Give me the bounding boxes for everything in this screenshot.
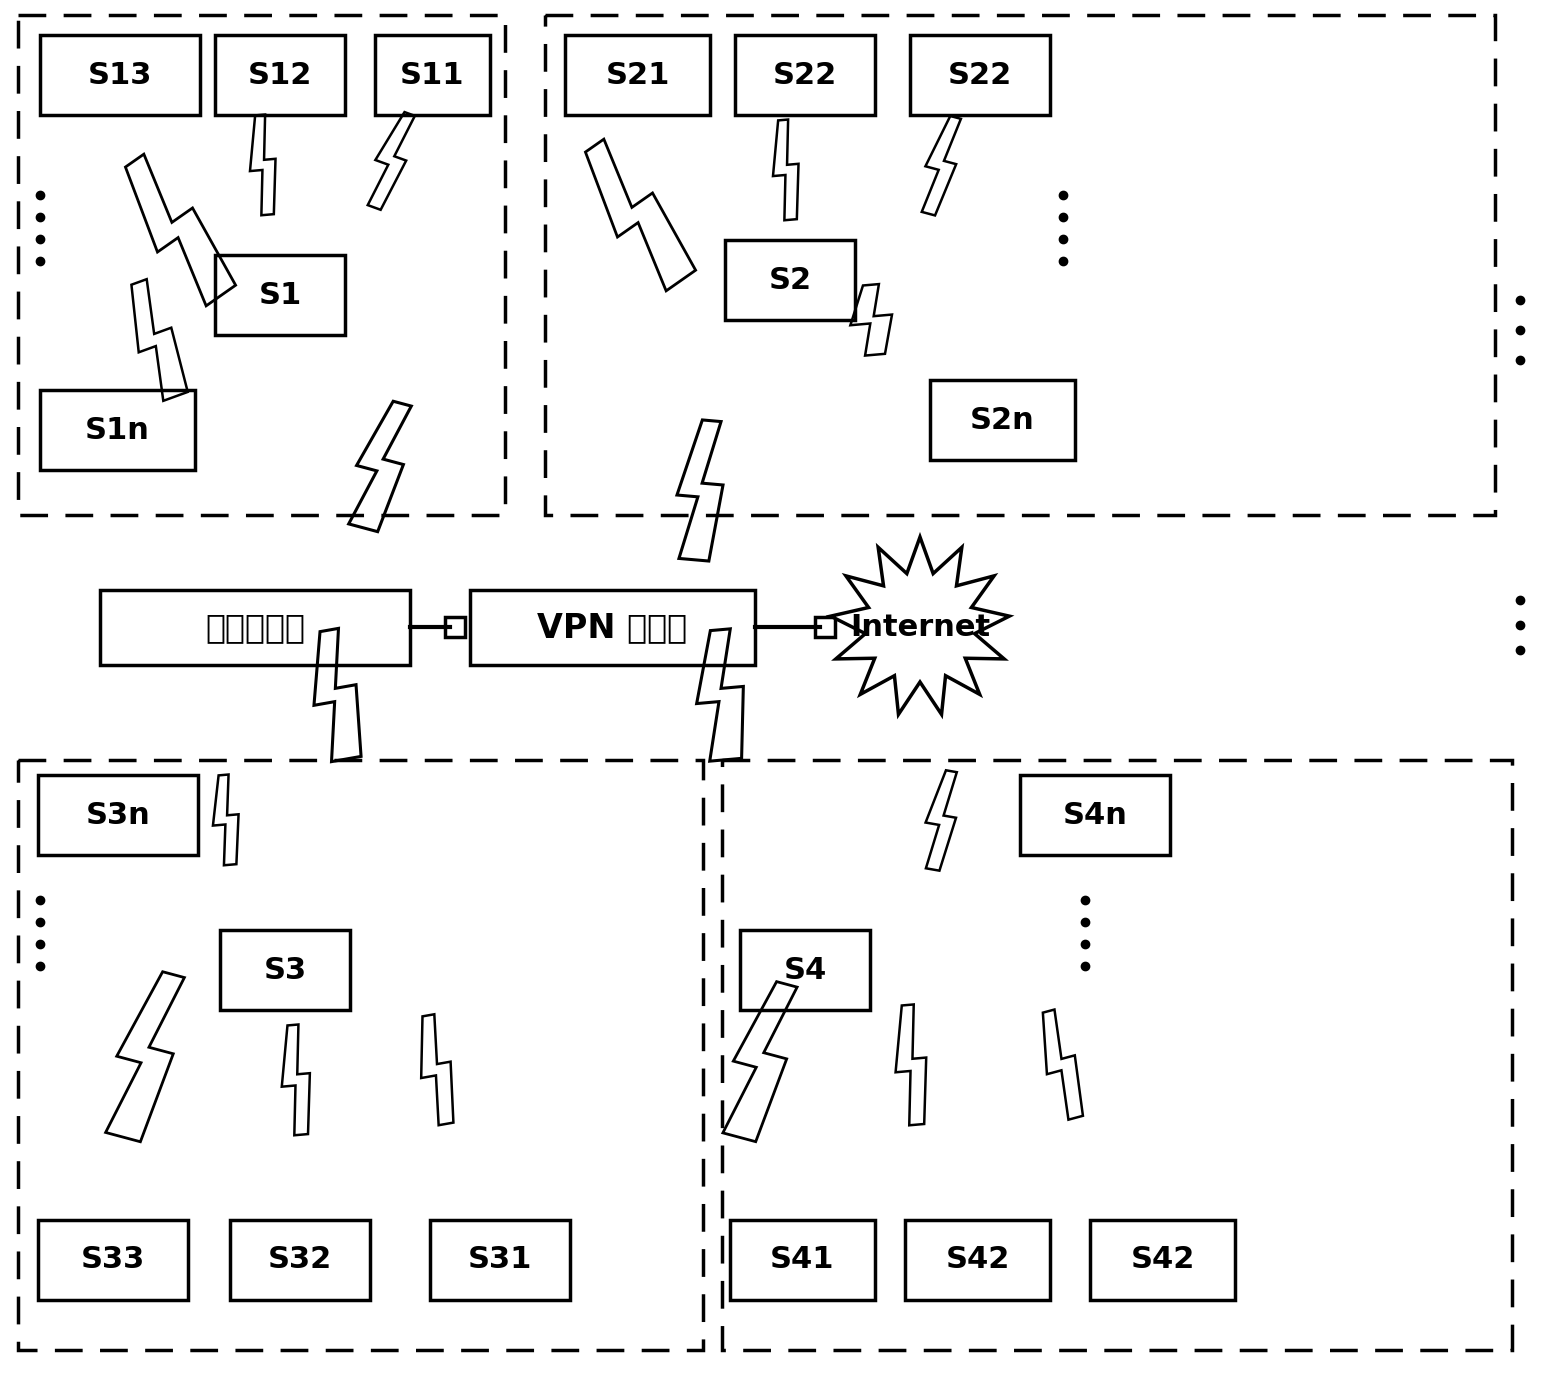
- Bar: [729, 1220, 875, 1299]
- Bar: [216, 34, 345, 116]
- Text: S12: S12: [248, 60, 312, 89]
- Bar: [815, 617, 835, 637]
- Bar: [545, 15, 1495, 516]
- Bar: [565, 34, 709, 116]
- Bar: [376, 34, 490, 116]
- Bar: [40, 34, 200, 116]
- Text: S4: S4: [784, 956, 827, 984]
- Text: S41: S41: [770, 1246, 835, 1275]
- Text: S32: S32: [268, 1246, 332, 1275]
- Bar: [445, 617, 466, 637]
- Text: S22: S22: [773, 60, 837, 89]
- Text: S3n: S3n: [85, 800, 151, 829]
- Text: S1: S1: [258, 280, 301, 309]
- Text: S2n: S2n: [970, 406, 1035, 434]
- Bar: [230, 1220, 369, 1299]
- Bar: [40, 390, 196, 470]
- Bar: [905, 1220, 1051, 1299]
- Bar: [19, 15, 504, 516]
- Bar: [470, 590, 754, 666]
- Text: S42: S42: [1130, 1246, 1195, 1275]
- Text: VPN 路由器: VPN 路由器: [537, 610, 688, 644]
- Bar: [1090, 1220, 1235, 1299]
- Bar: [930, 380, 1076, 461]
- Text: S3: S3: [264, 956, 307, 984]
- Text: 信息服务器: 信息服务器: [205, 610, 306, 644]
- Bar: [19, 760, 703, 1350]
- Bar: [1020, 775, 1170, 855]
- Text: S21: S21: [605, 60, 669, 89]
- Text: S4n: S4n: [1063, 800, 1127, 829]
- Bar: [220, 930, 351, 1011]
- Text: S11: S11: [400, 60, 464, 89]
- Bar: [725, 241, 855, 320]
- Bar: [909, 34, 1051, 116]
- Bar: [99, 590, 410, 666]
- Text: S2: S2: [768, 265, 812, 294]
- Bar: [736, 34, 875, 116]
- Text: S31: S31: [467, 1246, 532, 1275]
- Polygon shape: [830, 538, 1009, 715]
- Text: Internet: Internet: [850, 612, 990, 642]
- Bar: [722, 760, 1512, 1350]
- Text: S42: S42: [945, 1246, 1010, 1275]
- Text: S22: S22: [948, 60, 1012, 89]
- Bar: [430, 1220, 570, 1299]
- Text: S13: S13: [88, 60, 152, 89]
- Text: S1n: S1n: [85, 415, 151, 444]
- Bar: [37, 1220, 188, 1299]
- Bar: [37, 775, 199, 855]
- Text: S33: S33: [81, 1246, 146, 1275]
- Bar: [740, 930, 871, 1011]
- Bar: [216, 254, 345, 336]
